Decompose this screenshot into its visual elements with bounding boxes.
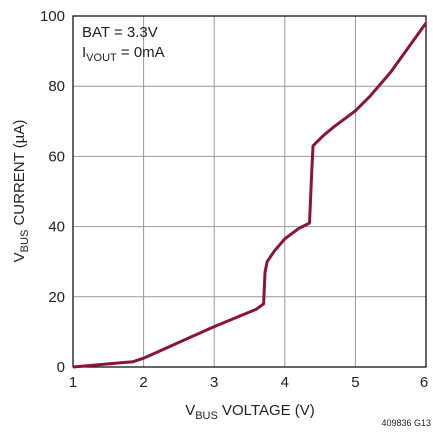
annotation-sub: VOUT xyxy=(86,52,117,64)
x-label-text: V xyxy=(185,402,195,419)
plot-frame xyxy=(72,15,427,368)
grid xyxy=(72,15,427,368)
y-tick-label: 40 xyxy=(48,219,65,236)
annotation-text: = 0mA xyxy=(117,44,165,61)
annotation: IVOUT = 0mA xyxy=(82,44,165,64)
data-line xyxy=(72,22,428,369)
y-tick-label: 100 xyxy=(40,8,65,25)
annotation: BAT = 3.3V xyxy=(82,24,158,41)
y-tick-label: 0 xyxy=(57,359,65,376)
x-tick-label: 5 xyxy=(351,374,359,391)
y-label-text: CURRENT (µA) xyxy=(11,120,28,230)
annotation-text: BAT = 3.3V xyxy=(82,24,158,41)
annotation-text: I xyxy=(82,44,86,61)
x-label-sub: BUS xyxy=(195,410,218,422)
x-tick-label: 4 xyxy=(281,374,289,391)
y-axis-label: VBUS CURRENT (µA) xyxy=(11,120,31,263)
x-tick-label: 1 xyxy=(69,374,77,391)
x-tick-label: 3 xyxy=(210,374,218,391)
y-tick-label: 60 xyxy=(48,148,65,165)
x-label-text: VOLTAGE (V) xyxy=(218,402,315,419)
x-axis-label: VBUS VOLTAGE (V) xyxy=(185,402,315,422)
footnote: 409836 G13 xyxy=(381,418,431,428)
y-label-text: V xyxy=(11,252,28,262)
x-tick-label: 2 xyxy=(139,374,147,391)
x-tick-label: 6 xyxy=(420,374,428,391)
y-tick-label: 20 xyxy=(48,289,65,306)
y-label-sub: BUS xyxy=(19,230,31,253)
y-tick-label: 80 xyxy=(48,78,65,95)
